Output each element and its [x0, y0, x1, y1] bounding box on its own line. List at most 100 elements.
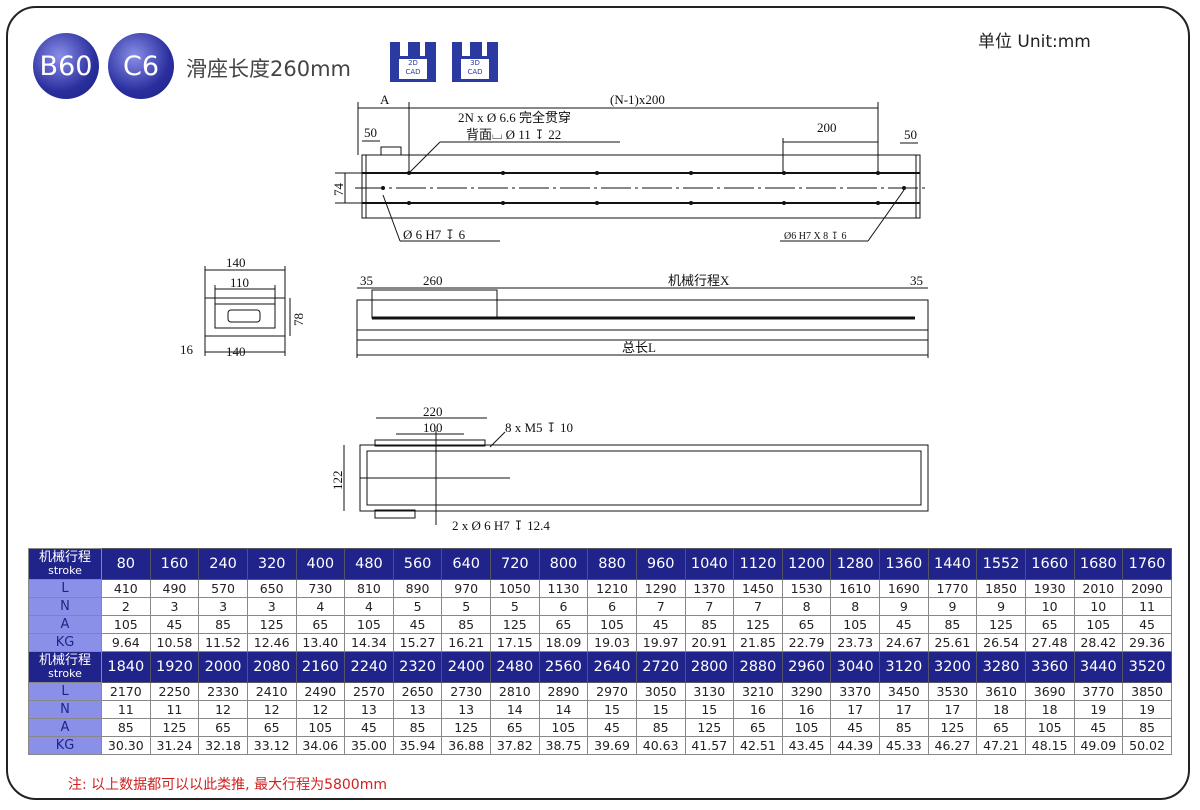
table-cell: 570	[198, 579, 248, 598]
table-cell: 125	[733, 615, 783, 634]
table-cell: 47.21	[976, 736, 1026, 755]
stroke-cell: 2240	[344, 651, 394, 683]
table-cell: 65	[976, 718, 1026, 737]
table-cell: 12.46	[246, 633, 297, 652]
footnote: 注: 以上数据都可以以此类推, 最大行程为5800mm	[68, 777, 387, 793]
table-cell: 1530	[781, 579, 832, 598]
dim-100: 100	[423, 420, 443, 435]
table-cell: 3290	[781, 682, 832, 701]
table-row-a: A 105 45 85 125 65 105 45 85 125 65 105 45 85 125 65 105…	[28, 615, 1172, 634]
row-label: N	[28, 597, 102, 616]
table-cell: 3370	[830, 682, 880, 701]
table-cell: 85	[684, 615, 735, 634]
stroke-cell: 880	[587, 548, 637, 580]
table-cell: 125	[490, 615, 540, 634]
stroke-cell: 640	[441, 548, 491, 580]
table-cell: 39.69	[587, 736, 637, 755]
model-badge-c6: C6	[108, 33, 174, 99]
stroke-cell: 1920	[149, 651, 200, 683]
table-cell: 3690	[1024, 682, 1075, 701]
table-cell: 19	[1073, 700, 1124, 719]
table-cell: 2650	[392, 682, 443, 701]
stroke-label-cn: 机械行程	[38, 653, 91, 668]
dim-stroke-x: 机械行程X	[668, 273, 730, 288]
cad-3d-download-icon[interactable]: 3D CAD	[452, 42, 498, 82]
stroke-cell: 1120	[733, 548, 783, 580]
stroke-label-cn: 机械行程	[38, 550, 91, 565]
table-cell: 105	[295, 718, 346, 737]
table-cell: 45	[1073, 718, 1124, 737]
dim-122: 122	[330, 471, 345, 491]
dim-260: 260	[423, 273, 443, 288]
table-cell: 810	[344, 579, 394, 598]
table-cell: 15	[635, 700, 686, 719]
table-cell: 13	[392, 700, 443, 719]
table-cell: 85	[101, 718, 151, 737]
stroke-cell: 560	[392, 548, 443, 580]
dim-35-right: 35	[910, 273, 923, 288]
table-cell: 85	[198, 615, 248, 634]
stroke-cell: 800	[538, 548, 589, 580]
table-cell: 7	[684, 597, 735, 616]
stroke-cell: 160	[149, 548, 200, 580]
table-cell: 105	[587, 615, 637, 634]
dim-a: A	[380, 92, 390, 107]
stroke-cell: 2560	[538, 651, 589, 683]
table-cell: 45	[149, 615, 200, 634]
table-cell: 10	[1024, 597, 1075, 616]
cad-2d-download-icon[interactable]: 2D CAD	[390, 42, 436, 82]
stroke-cell: 1680	[1073, 548, 1124, 580]
dim-right-50: 50	[904, 127, 917, 142]
stroke-cell: 2880	[733, 651, 783, 683]
table-cell: 48.15	[1024, 736, 1075, 755]
table-cell: 6	[587, 597, 637, 616]
table-row-n: N 11 11 12 12 12 13 13 13 14 14 15 15 15 16 16 17 17 17 18 1…	[28, 700, 1172, 719]
table-cell: 11.52	[198, 633, 248, 652]
dim-200: 200	[817, 120, 837, 135]
table-cell: 18	[976, 700, 1026, 719]
stroke-cell: 3440	[1073, 651, 1124, 683]
table-cell: 490	[149, 579, 200, 598]
table-cell: 85	[1122, 718, 1172, 737]
table-cell: 1050	[490, 579, 540, 598]
table-cell: 125	[149, 718, 200, 737]
table-cell: 105	[830, 615, 880, 634]
table-cell: 8	[781, 597, 832, 616]
table-cell: 2890	[538, 682, 589, 701]
table-cell: 65	[781, 615, 832, 634]
stroke-cell: 720	[490, 548, 540, 580]
dim-78: 78	[291, 313, 306, 326]
table-row-kg: KG 30.30 31.24 32.18 33.12 34.06 35.00 35.94 36.…	[28, 736, 1172, 755]
table-cell: 3050	[635, 682, 686, 701]
table-cell: 12	[198, 700, 248, 719]
table-cell: 13	[441, 700, 491, 719]
table-cell: 1370	[684, 579, 735, 598]
end-view: 140 110 78 16 140	[180, 255, 306, 359]
stroke-cell: 320	[246, 548, 297, 580]
table-cell: 105	[1024, 718, 1075, 737]
stroke-cell: 3280	[976, 651, 1026, 683]
table-cell: 85	[441, 615, 491, 634]
cad-2d-bottom: CAD	[405, 68, 421, 76]
stroke-cell: 1280	[830, 548, 880, 580]
table-cell: 44.39	[830, 736, 880, 755]
stroke-cell: 80	[101, 548, 151, 580]
table-cell: 35.00	[344, 736, 394, 755]
note-pin-right: Ø6 H7 X 8 ↧ 6	[784, 231, 847, 242]
table-cell: 4	[344, 597, 394, 616]
table-cell: 11	[1122, 597, 1172, 616]
table-cell: 17	[879, 700, 929, 719]
note-taps: 8 x M5 ↧ 10	[505, 420, 573, 435]
stroke-cell: 1040	[684, 548, 735, 580]
table-cell: 3	[246, 597, 297, 616]
row-label: KG	[28, 736, 102, 755]
table-cell: 125	[976, 615, 1026, 634]
table-cell: 970	[441, 579, 491, 598]
table-cell: 85	[927, 615, 978, 634]
table-cell: 2170	[101, 682, 151, 701]
note-pins: 2 x Ø 6 H7 ↧ 12.4	[452, 518, 550, 533]
model-badge-b60: B60	[33, 33, 99, 99]
table-cell: 1450	[733, 579, 783, 598]
table-cell: 650	[246, 579, 297, 598]
table-cell: 3210	[733, 682, 783, 701]
